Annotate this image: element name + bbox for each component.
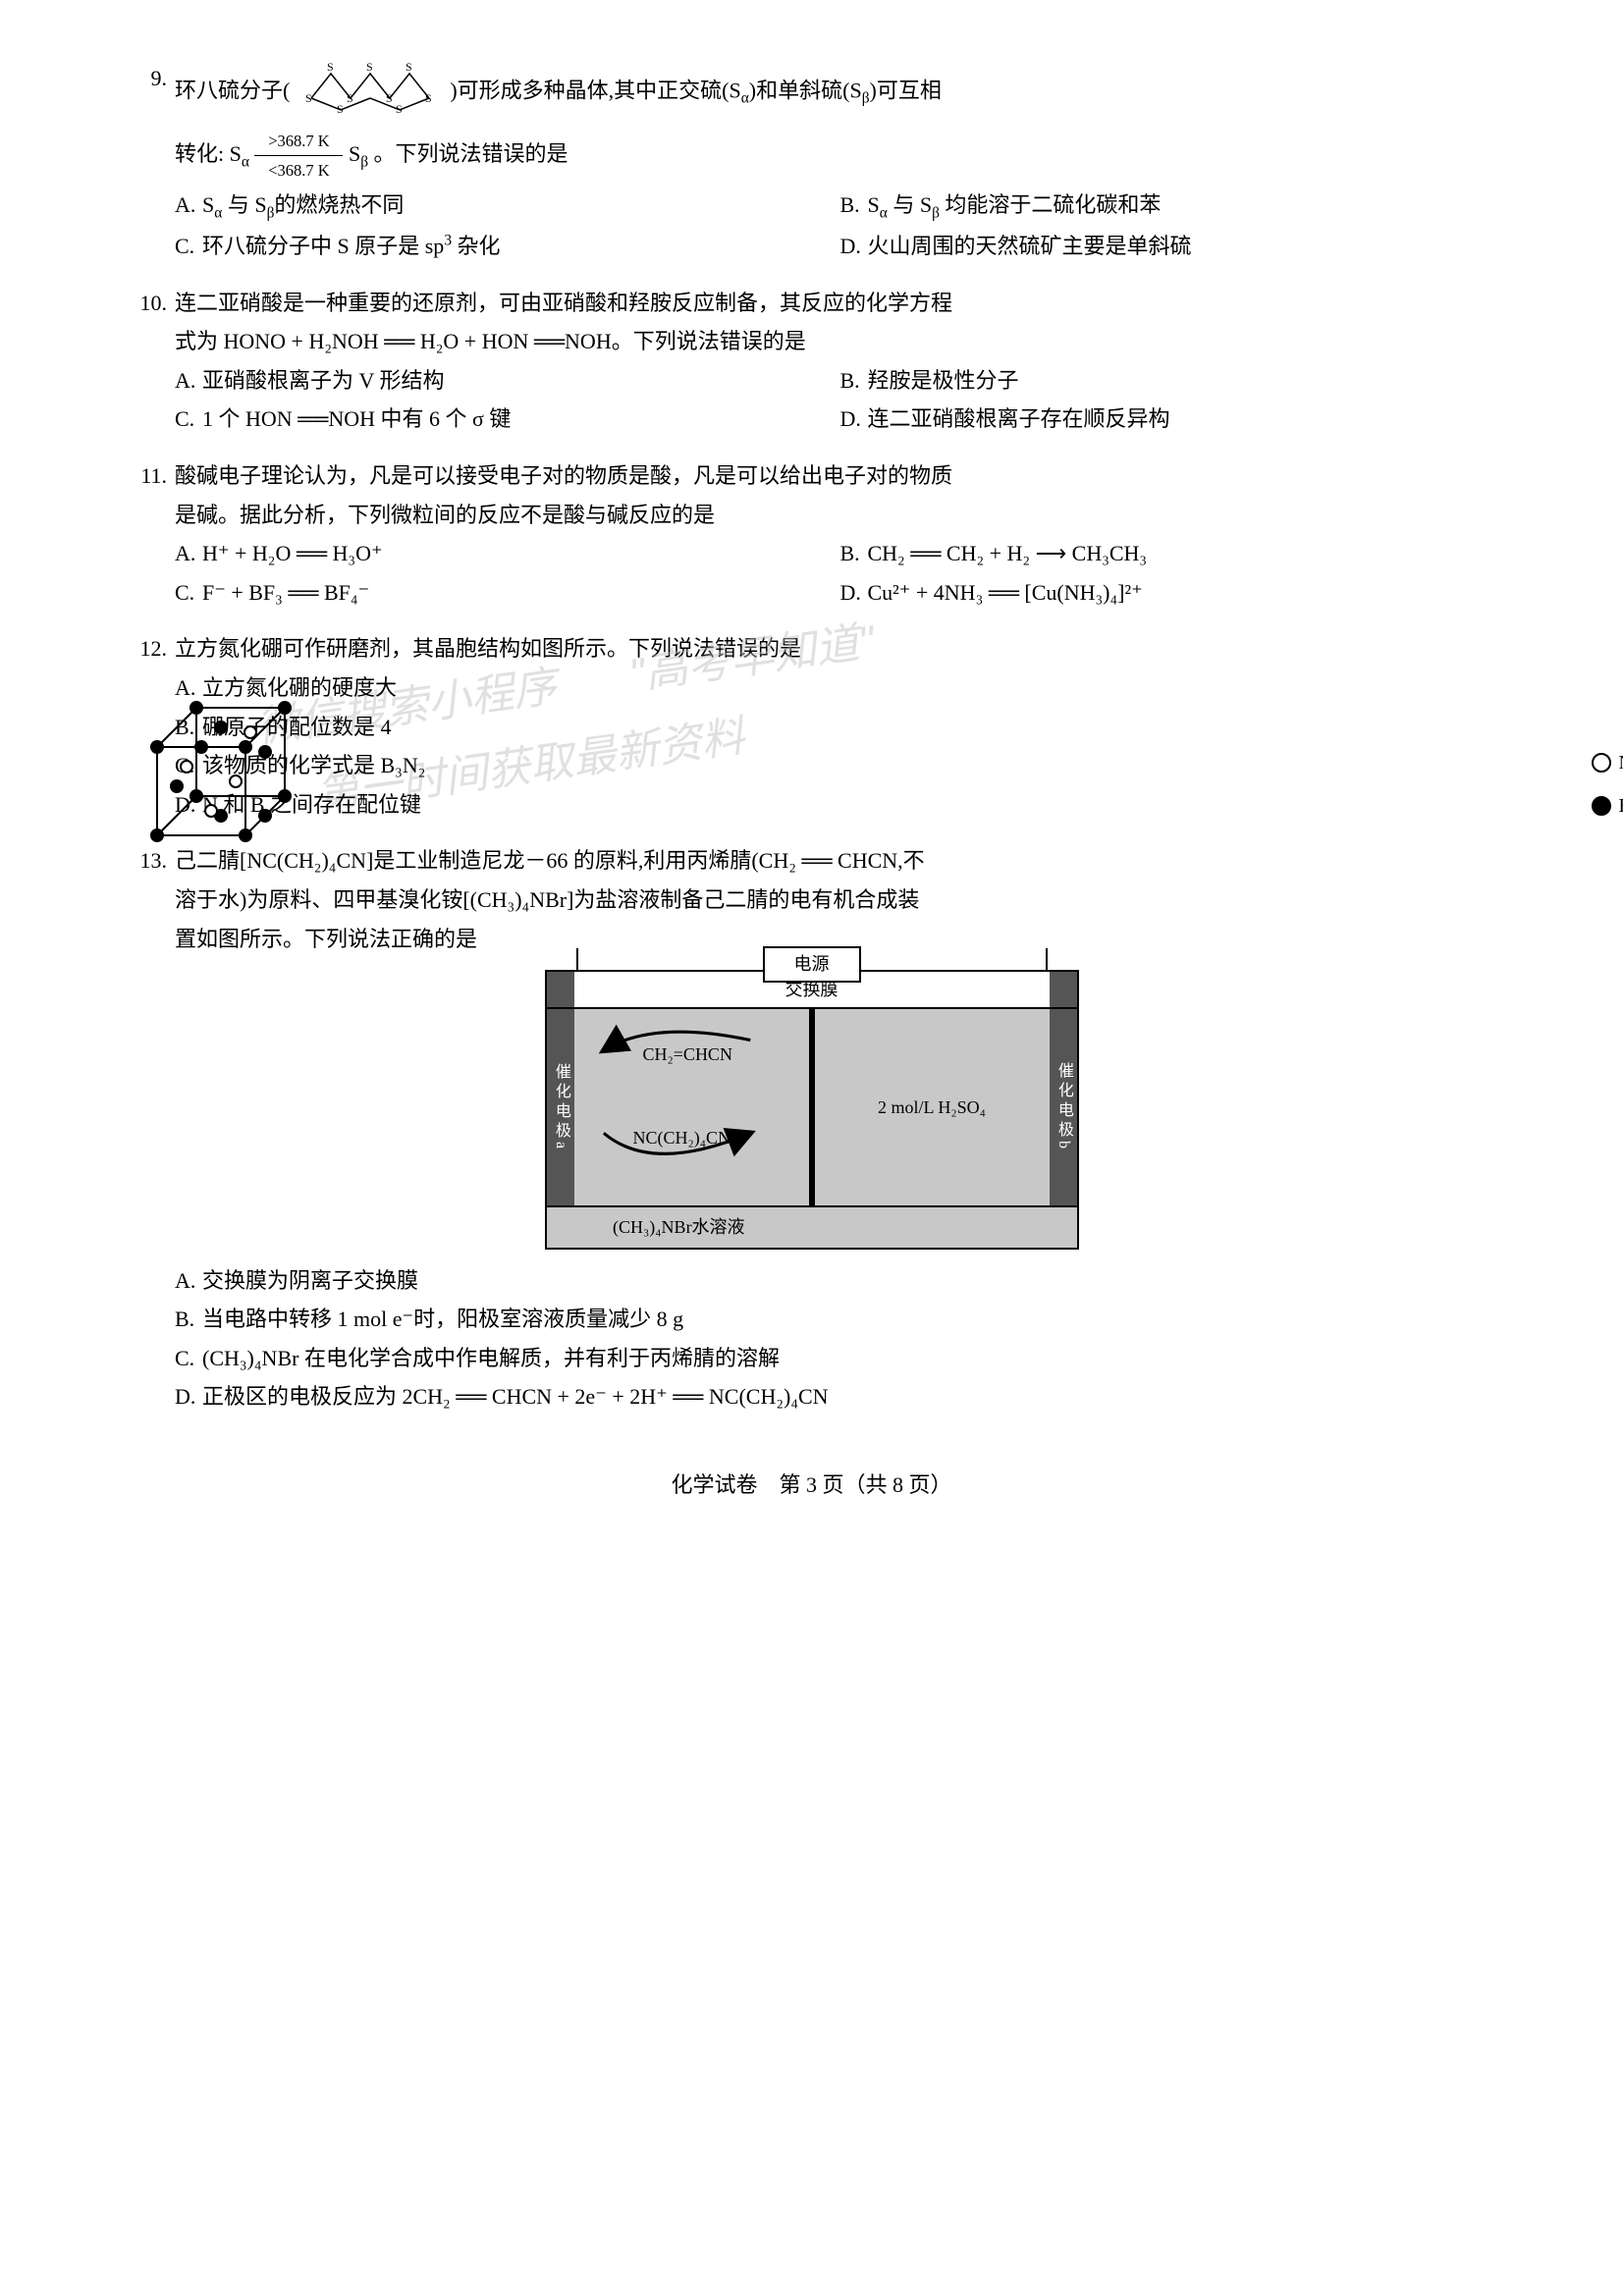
q9-alpha1: α — [741, 90, 749, 107]
q13-opt-A: A.交换膜为阴离子交换膜 — [175, 1261, 1505, 1301]
q10-opt-B: B.羟胺是极性分子 — [840, 361, 1506, 400]
q10-l2: 式为 HONO + H₂NOH ══ H₂O + HON ══NOH。下列说法错… — [118, 322, 1505, 361]
svg-text:S: S — [406, 60, 412, 74]
q9-stem: 环八硫分子( SSS SSSS SS )可形成多种晶体,其中正交硫(Sα)和单斜… — [175, 59, 1505, 127]
svg-text:S: S — [327, 60, 334, 74]
q10-opt-A: A.亚硝酸根离子为 V 形结构 — [175, 361, 840, 400]
right-half-cell: 2 mol/L H₂SO₄ — [815, 1009, 1050, 1205]
q9-text-post: )可形成多种晶体,其中正交硫(S — [450, 78, 740, 102]
q12-options: A.立方氮化硼的硬度大 B.硼原子的配位数是 4 C.该物质的化学式是 B₃N₂… — [118, 668, 1505, 824]
bottom-solution: (CH₃)₄NBr水溶液 — [547, 1205, 1077, 1247]
svg-text:S: S — [425, 91, 432, 105]
q11-l2: 是碱。据此分析，下列微粒间的反应不是酸与碱反应的是 — [118, 496, 1505, 535]
q9-number: 9. — [118, 59, 175, 98]
q13-options: A.交换膜为阴离子交换膜 B.当电路中转移 1 mol e⁻时，阳极室溶液质量减… — [118, 1261, 1505, 1416]
q13-l2: 溶于水)为原料、四甲基溴化铵[(CH₃)₄NBr]为盐溶液制备己二腈的电有机合成… — [118, 881, 1505, 920]
q10-options: A.亚硝酸根离子为 V 形结构 B.羟胺是极性分子 C.1 个 HON ══NO… — [118, 361, 1505, 439]
left-reactant: CH₂=CHCN — [643, 1039, 732, 1070]
svg-text:S: S — [337, 102, 344, 114]
question-12: 微信搜索小程序 "高考早知道" 第一时间获取最新资料 12. 立方氮化硼可作研磨… — [118, 629, 1505, 824]
crystal-legend: N B — [1592, 737, 1623, 831]
q13-opt-C: C.(CH₃)₄NBr 在电化学合成中作电解质，并有利于丙烯腈的溶解 — [175, 1339, 1505, 1378]
q9-l2-pre: 转化: S — [175, 141, 242, 166]
q12-l1: 立方氮化硼可作研磨剂，其晶胞结构如图所示。下列说法错误的是 — [175, 629, 1505, 668]
q10-opt-D: D.连二亚硝酸根离子存在顺反异构 — [840, 400, 1506, 439]
q10-l1: 连二亚硝酸是一种重要的还原剂，可由亚硝酸和羟胺反应制备，其反应的化学方程 — [175, 284, 1505, 323]
page-footer: 化学试卷 第 3 页（共 8 页） — [118, 1466, 1505, 1505]
q9-opt-C: C.环八硫分子中 S 原子是 sp3 杂化 — [175, 227, 840, 266]
svg-text:S: S — [347, 91, 353, 105]
svg-text:S: S — [386, 91, 393, 105]
q9-line2: 转化: Sα >368.7 K <368.7 K Sβ 。下列说法错误的是 — [118, 127, 1505, 186]
q9-options: A.Sα 与 Sβ的燃烧热不同 B.Sα 与 Sβ 均能溶于二硫化碳和苯 C.环… — [118, 186, 1505, 266]
svg-text:S: S — [366, 60, 373, 74]
power-label: 电源 — [763, 946, 861, 982]
left-half-cell: CH₂=CHCN NC(CH₂)₄CN — [574, 1009, 809, 1205]
q10-opt-C: C.1 个 HON ══NOH 中有 6 个 σ 键 — [175, 400, 840, 439]
question-10: 10. 连二亚硝酸是一种重要的还原剂，可由亚硝酸和羟胺反应制备，其反应的化学方程… — [118, 284, 1505, 439]
question-11: 11. 酸碱电子理论认为，凡是可以接受电子对的物质是酸，凡是可以给出电子对的物质… — [118, 456, 1505, 612]
q9-opt-D: D.火山周围的天然硫矿主要是单斜硫 — [840, 227, 1506, 266]
legend-N: N — [1592, 745, 1623, 780]
q9-beta1: β — [862, 90, 870, 107]
q9-opt-A: A.Sα 与 Sβ的燃烧热不同 — [175, 186, 840, 227]
q11-options: A.H⁺ + H₂O ══ H₃O⁺ B.CH₂ ══ CH₂ + H₂ ⟶ C… — [118, 534, 1505, 612]
q13-opt-D: D.正极区的电极反应为 2CH₂ ══ CHCN + 2e⁻ + 2H⁺ ══ … — [175, 1377, 1505, 1416]
q11-opt-A: A.H⁺ + H₂O ══ H₃O⁺ — [175, 534, 840, 573]
electrolysis-cell-diagram: 电源 交换膜 催化电极a CH₂=CHCN NC(CH₂)₄CN — [545, 970, 1079, 1249]
crystal-cell-diagram: N B — [137, 688, 1525, 878]
left-product: NC(CH₂)₄CN — [633, 1122, 731, 1153]
electrode-a: 催化电极a — [547, 1009, 574, 1205]
q11-number: 11. — [118, 456, 175, 496]
question-9: 9. 环八硫分子( SSS SSSS SS )可形成多种晶体,其 — [118, 59, 1505, 266]
s8-molecule-diagram: SSS SSSS SS — [301, 59, 439, 127]
q9-text-post2: )和单斜硫(S — [749, 78, 862, 102]
q9-opt-B: B.Sα 与 Sβ 均能溶于二硫化碳和苯 — [840, 186, 1506, 227]
q11-opt-D: D.Cu²⁺ + 4NH₃ ══ [Cu(NH₃)₄]²⁺ — [840, 573, 1506, 613]
equilibrium-arrows: >368.7 K <368.7 K — [254, 127, 343, 186]
q10-number: 10. — [118, 284, 175, 323]
q9-text-post3: )可互相 — [870, 78, 942, 102]
q11-opt-B: B.CH₂ ══ CH₂ + H₂ ⟶ CH₃CH₃ — [840, 534, 1506, 573]
right-solution: 2 mol/L H₂SO₄ — [878, 1092, 986, 1123]
q9-text-pre: 环八硫分子( — [175, 78, 290, 102]
legend-B: B — [1592, 788, 1623, 824]
q9-l2-post: 。下列说法错误的是 — [374, 141, 568, 166]
svg-text:S: S — [396, 102, 403, 114]
q11-l1: 酸碱电子理论认为，凡是可以接受电子对的物质是酸，凡是可以给出电子对的物质 — [175, 456, 1505, 496]
q13-opt-B: B.当电路中转移 1 mol e⁻时，阳极室溶液质量减少 8 g — [175, 1300, 1505, 1339]
svg-text:S: S — [305, 91, 312, 105]
q12-number: 12. — [118, 629, 175, 668]
electrode-b: 催化电极b — [1050, 1009, 1077, 1205]
q11-opt-C: C.F⁻ + BF₃ ══ BF₄⁻ — [175, 573, 840, 613]
question-13: 13. 己二腈[NC(CH₂)₄CN]是工业制造尼龙－66 的原料,利用丙烯腈(… — [118, 841, 1505, 1416]
